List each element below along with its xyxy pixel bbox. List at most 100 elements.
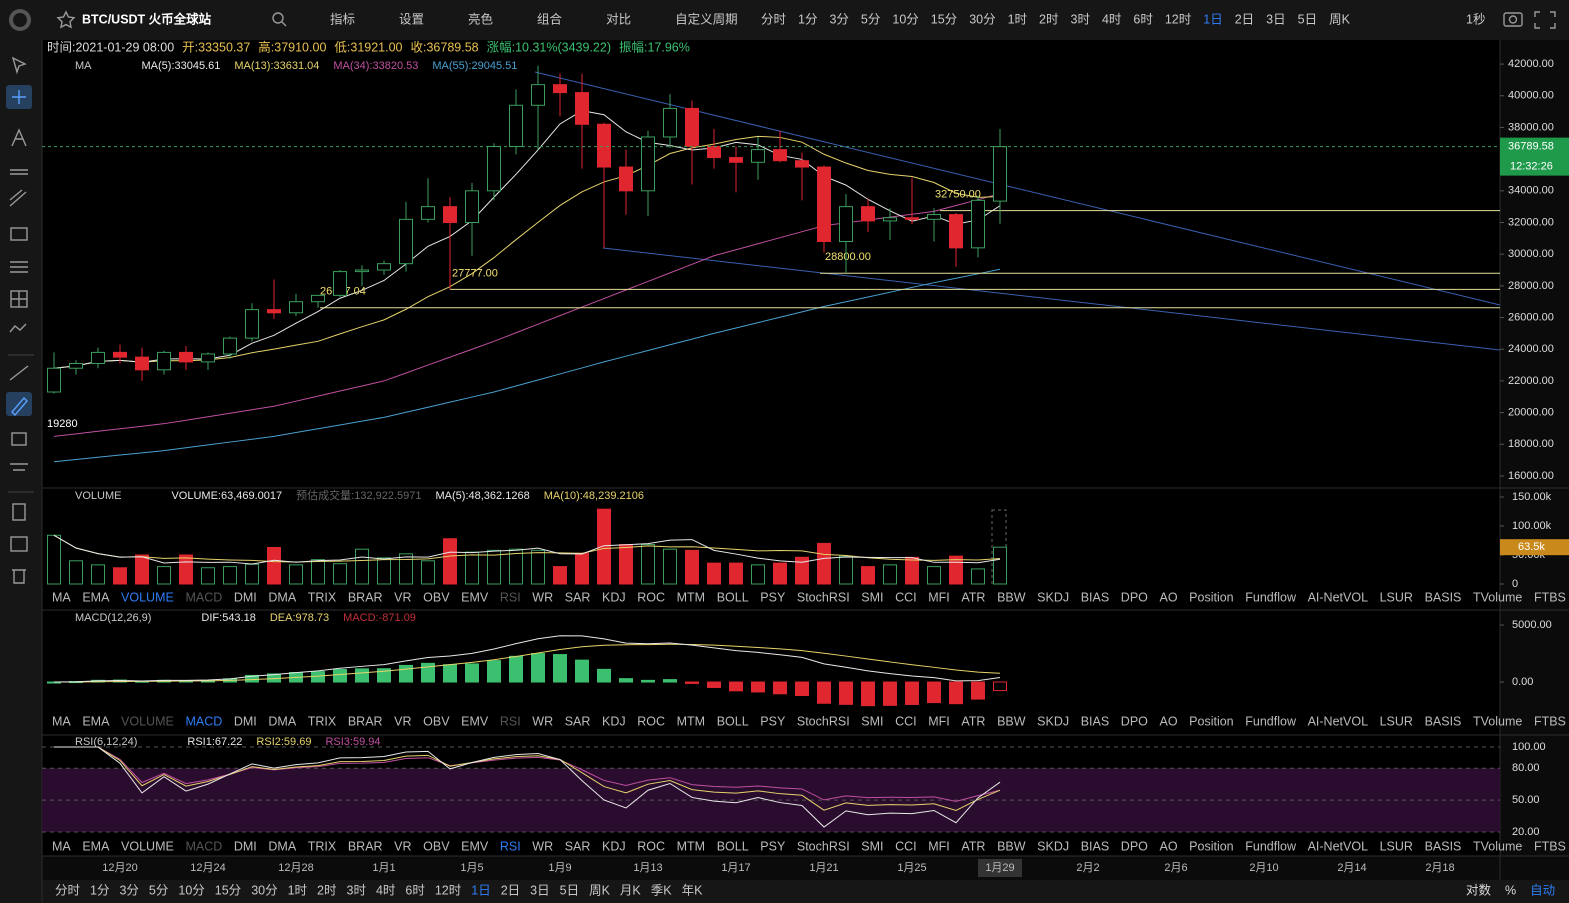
- bottom-period[interactable]: 2时: [317, 883, 337, 897]
- indicator-tab[interactable]: SKDJ: [1037, 590, 1069, 604]
- indicator-tab[interactable]: Fundflow: [1245, 839, 1297, 853]
- indicator-tab[interactable]: PSY: [760, 839, 786, 853]
- screenshot-icon[interactable]: [1503, 12, 1523, 27]
- indicator-tab[interactable]: SKDJ: [1037, 714, 1069, 728]
- indicator-tab[interactable]: OBV: [423, 839, 450, 853]
- indicator-tab[interactable]: MFI: [928, 714, 950, 728]
- indicator-tab[interactable]: MFI: [928, 839, 950, 853]
- indicator-tab[interactable]: TVolume: [1473, 839, 1522, 853]
- period-button[interactable]: 3时: [1071, 12, 1091, 26]
- indicator-tab[interactable]: EMV: [461, 714, 489, 728]
- indicator-tab[interactable]: CCI: [895, 839, 917, 853]
- indicator-tab[interactable]: VOLUME: [121, 590, 174, 604]
- indicator-tab[interactable]: DMA: [268, 839, 296, 853]
- tool-button[interactable]: 设置: [399, 11, 424, 26]
- indicator-tab[interactable]: StochRSI: [797, 839, 850, 853]
- indicator-tab[interactable]: RSI: [500, 839, 521, 853]
- indicator-tab[interactable]: WR: [532, 714, 553, 728]
- bottom-period[interactable]: 1时: [288, 883, 308, 897]
- indicator-tab[interactable]: DMA: [268, 590, 296, 604]
- indicator-tab[interactable]: KDJ: [602, 590, 626, 604]
- indicator-tab[interactable]: EMA: [82, 590, 110, 604]
- indicator-tab[interactable]: DPO: [1121, 714, 1148, 728]
- indicator-tab[interactable]: ROC: [637, 714, 665, 728]
- indicator-tab[interactable]: RSI: [500, 590, 521, 604]
- period-button[interactable]: 3分: [829, 12, 848, 26]
- bottom-period[interactable]: 1日: [471, 883, 490, 897]
- indicator-tab[interactable]: EMV: [461, 590, 489, 604]
- bottom-period[interactable]: 5日: [560, 883, 579, 897]
- bottom-period[interactable]: 12时: [435, 883, 462, 897]
- indicator-tab[interactable]: MTM: [677, 839, 705, 853]
- period-button[interactable]: 5日: [1298, 12, 1317, 26]
- indicator-tab[interactable]: BRAR: [348, 714, 383, 728]
- indicator-tab[interactable]: BIAS: [1081, 839, 1110, 853]
- indicator-tab[interactable]: VR: [394, 590, 411, 604]
- indicator-tab[interactable]: OBV: [423, 714, 450, 728]
- period-button[interactable]: 2时: [1039, 12, 1059, 26]
- indicator-tab[interactable]: EMA: [82, 839, 110, 853]
- indicator-tab[interactable]: TRIX: [308, 590, 337, 604]
- bottom-period[interactable]: 5分: [149, 883, 168, 897]
- indicator-tab[interactable]: AI-NetVOL: [1308, 714, 1368, 728]
- indicator-tab[interactable]: MFI: [928, 590, 950, 604]
- period-button[interactable]: 5分: [861, 12, 880, 26]
- indicator-tab[interactable]: CCI: [895, 590, 917, 604]
- interval[interactable]: 1秒: [1466, 12, 1485, 26]
- indicator-tab[interactable]: Position: [1189, 839, 1234, 853]
- bottom-period[interactable]: 3分: [119, 883, 138, 897]
- indicator-tab[interactable]: DPO: [1121, 839, 1148, 853]
- bottom-period[interactable]: 分时: [55, 883, 81, 897]
- bottom-period[interactable]: 周K: [589, 883, 611, 897]
- indicator-tab[interactable]: AI-NetVOL: [1308, 590, 1368, 604]
- bottom-period[interactable]: 1分: [90, 883, 109, 897]
- indicator-tab[interactable]: StochRSI: [797, 714, 850, 728]
- indicator-tab[interactable]: KDJ: [602, 839, 626, 853]
- indicator-tab[interactable]: OBV: [423, 590, 450, 604]
- indicator-tab[interactable]: SMI: [861, 714, 883, 728]
- indicator-tab[interactable]: SAR: [565, 839, 591, 853]
- indicator-tab[interactable]: Fundflow: [1245, 714, 1297, 728]
- indicator-tab[interactable]: PSY: [760, 590, 786, 604]
- indicator-tab[interactable]: MA: [52, 714, 71, 728]
- tool-button[interactable]: 指标: [330, 11, 355, 26]
- indicator-tab[interactable]: BBW: [997, 714, 1026, 728]
- indicator-tab[interactable]: TRIX: [308, 714, 337, 728]
- indicator-tab[interactable]: BIAS: [1081, 590, 1110, 604]
- indicator-tab[interactable]: DPO: [1121, 590, 1148, 604]
- period-button[interactable]: 3日: [1266, 12, 1285, 26]
- indicator-tab[interactable]: Position: [1189, 590, 1234, 604]
- bottom-period[interactable]: 10分: [178, 883, 204, 897]
- indicator-tab[interactable]: KDJ: [602, 714, 626, 728]
- tool-button[interactable]: 自定义周期: [675, 11, 738, 26]
- indicator-tab[interactable]: DMI: [234, 839, 257, 853]
- indicator-tab[interactable]: FTBS: [1534, 590, 1566, 604]
- tool-button[interactable]: 亮色: [468, 11, 494, 26]
- indicator-tab[interactable]: MA: [52, 590, 71, 604]
- indicator-tab[interactable]: MTM: [677, 714, 705, 728]
- indicator-tab[interactable]: BIAS: [1081, 714, 1110, 728]
- indicator-tab[interactable]: VOLUME: [121, 839, 174, 853]
- period-button[interactable]: 15分: [931, 12, 957, 26]
- indicator-tab[interactable]: DMI: [234, 590, 257, 604]
- indicator-tab[interactable]: MACD: [185, 714, 222, 728]
- favorite-star[interactable]: [56, 10, 76, 29]
- period-button[interactable]: 10分: [892, 12, 918, 26]
- indicator-tab[interactable]: LSUR: [1380, 839, 1413, 853]
- bottom-period[interactable]: 季K: [651, 883, 673, 897]
- indicator-tab[interactable]: BOLL: [717, 839, 749, 853]
- logo[interactable]: [9, 9, 31, 31]
- indicator-tab[interactable]: RSI: [500, 714, 521, 728]
- indicator-tab[interactable]: BRAR: [348, 839, 383, 853]
- indicator-tab[interactable]: CCI: [895, 714, 917, 728]
- period-button[interactable]: 2日: [1235, 12, 1254, 26]
- scale-option[interactable]: %: [1505, 883, 1516, 897]
- indicator-tab[interactable]: SMI: [861, 590, 883, 604]
- bottom-period[interactable]: 月K: [620, 883, 642, 897]
- indicator-tab[interactable]: MACD: [185, 839, 222, 853]
- indicator-tab[interactable]: LSUR: [1380, 714, 1413, 728]
- indicator-tab[interactable]: LSUR: [1380, 590, 1413, 604]
- indicator-tab[interactable]: FTBS: [1534, 839, 1566, 853]
- indicator-tab[interactable]: StochRSI: [797, 590, 850, 604]
- bottom-period[interactable]: 2日: [501, 883, 520, 897]
